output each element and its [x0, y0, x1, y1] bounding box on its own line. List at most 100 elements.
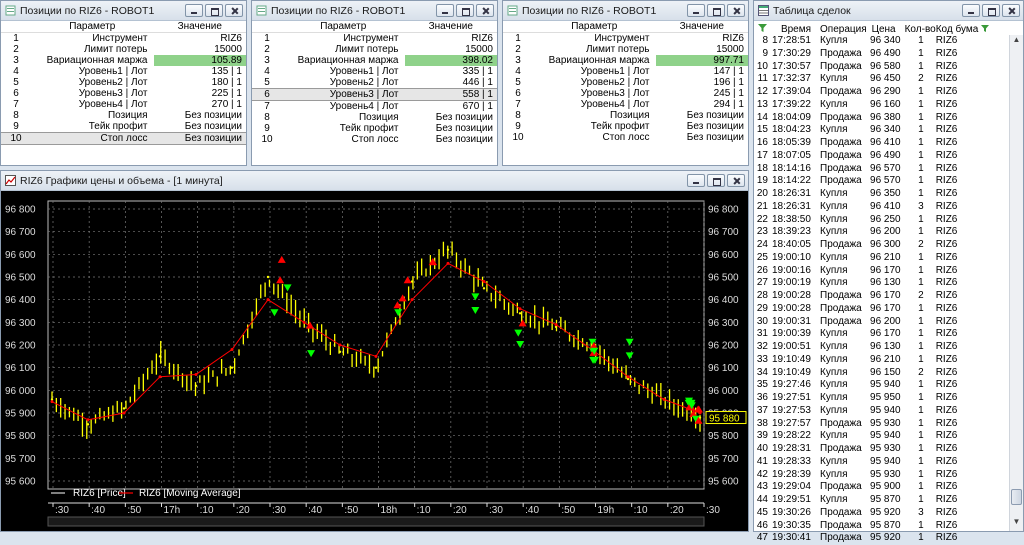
col-time-header[interactable]: Время [780, 23, 812, 35]
col-operation-header[interactable]: Операция [820, 23, 867, 35]
minimize-button[interactable] [687, 174, 705, 187]
filter-icon[interactable] [981, 24, 990, 32]
deal-row[interactable]: 43 19:29:04 Продажа 95 900 1 RIZ6 [754, 481, 1023, 494]
deal-row[interactable]: 26 19:00:16 Купля 96 170 1 RIZ6 [754, 265, 1023, 278]
maximize-button[interactable] [456, 4, 474, 17]
chart-area[interactable]: 96 800 96 800 96 700 96 700 96 600 96 600 96 5… [1, 191, 748, 531]
deals-scrollbar[interactable]: ▲ ▼ [1009, 35, 1023, 531]
close-button[interactable] [1002, 4, 1020, 17]
param-row[interactable]: 5 Уровень2 | Лот 446 | 1 [252, 77, 497, 89]
deal-row[interactable]: 35 19:27:46 Купля 95 940 1 RIZ6 [754, 379, 1023, 392]
deal-row[interactable]: 10 17:30:57 Продажа 96 580 1 RIZ6 [754, 61, 1023, 74]
param-row[interactable]: 4 Уровень1 | Лот 147 | 1 [503, 66, 748, 77]
chart-window-titlebar[interactable]: RIZ6 Графики цены и объема - [1 минута] [1, 171, 748, 191]
deal-row[interactable]: 32 19:00:51 Купля 96 130 1 RIZ6 [754, 341, 1023, 354]
param-row[interactable]: 4 Уровень1 | Лот 335 | 1 [252, 66, 497, 77]
param-row[interactable]: 10 Стоп лосс Без позиции [1, 132, 246, 145]
deal-row[interactable]: 28 19:00:28 Продажа 96 170 2 RIZ6 [754, 290, 1023, 303]
param-row[interactable]: 9 Тейк профит Без позиции [503, 121, 748, 132]
deal-row[interactable]: 9 17:30:29 Продажа 96 490 1 RIZ6 [754, 48, 1023, 61]
deal-row[interactable]: 13 17:39:22 Купля 96 160 1 RIZ6 [754, 99, 1023, 112]
deal-row[interactable]: 38 19:27:57 Продажа 95 930 1 RIZ6 [754, 418, 1023, 431]
deal-row[interactable]: 12 17:39:04 Продажа 96 290 1 RIZ6 [754, 86, 1023, 99]
param-row[interactable]: 9 Тейк профит Без позиции [252, 123, 497, 134]
deal-row[interactable]: 11 17:32:37 Купля 96 450 2 RIZ6 [754, 73, 1023, 86]
deal-row[interactable]: 42 19:28:39 Купля 95 930 1 RIZ6 [754, 469, 1023, 482]
param-row[interactable]: 7 Уровень4 | Лот 270 | 1 [1, 99, 246, 110]
col-code-header[interactable]: Код бума [936, 23, 1023, 35]
deal-row[interactable]: 25 19:00:10 Купля 96 210 1 RIZ6 [754, 252, 1023, 265]
deal-row[interactable]: 21 18:26:31 Купля 96 410 3 RIZ6 [754, 201, 1023, 214]
deal-row[interactable]: 34 19:10:49 Купля 96 150 2 RIZ6 [754, 367, 1023, 380]
close-button[interactable] [225, 4, 243, 17]
deal-row[interactable]: 44 19:29:51 Купля 95 870 1 RIZ6 [754, 494, 1023, 507]
deal-row[interactable]: 24 18:40:05 Продажа 96 300 2 RIZ6 [754, 239, 1023, 252]
col-qty-header[interactable]: Кол-во [904, 23, 936, 35]
param-row[interactable]: 10 Стоп лосс Без позиции [252, 134, 497, 145]
deal-row[interactable]: 45 19:30:26 Продажа 95 920 3 RIZ6 [754, 507, 1023, 520]
maximize-button[interactable] [982, 4, 1000, 17]
param-row[interactable]: 7 Уровень4 | Лот 294 | 1 [503, 99, 748, 110]
maximize-button[interactable] [707, 174, 725, 187]
minimize-button[interactable] [436, 4, 454, 17]
deal-row[interactable]: 37 19:27:53 Купля 95 940 1 RIZ6 [754, 405, 1023, 418]
param-row[interactable]: 3 Вариационная маржа 997.71 [503, 55, 748, 66]
param-row[interactable]: 10 Стоп лосс Без позиции [503, 132, 748, 143]
param-row[interactable]: 3 Вариационная маржа 398.02 [252, 55, 497, 66]
scroll-up-arrow-icon[interactable]: ▲ [1012, 35, 1021, 44]
param-row[interactable]: 4 Уровень1 | Лот 135 | 1 [1, 66, 246, 77]
param-row[interactable]: 3 Вариационная маржа 105.89 [1, 55, 246, 66]
deal-row[interactable]: 18 18:14:16 Продажа 96 570 1 RIZ6 [754, 163, 1023, 176]
param-row[interactable]: 6 Уровень3 | Лот 225 | 1 [1, 88, 246, 99]
deal-row[interactable]: 36 19:27:51 Купля 95 950 1 RIZ6 [754, 392, 1023, 405]
deal-row[interactable]: 15 18:04:23 Купля 96 340 1 RIZ6 [754, 124, 1023, 137]
param-row[interactable]: 9 Тейк профит Без позиции [1, 121, 246, 133]
price-chart[interactable]: 96 800 96 800 96 700 96 700 96 600 96 600 96 5… [1, 191, 748, 531]
param-row[interactable]: 8 Позиция Без позиции [252, 112, 497, 123]
deal-row[interactable]: 30 19:00:31 Продажа 96 200 1 RIZ6 [754, 316, 1023, 329]
close-button[interactable] [727, 4, 745, 17]
param-row[interactable]: 6 Уровень3 | Лот 558 | 1 [252, 88, 497, 101]
maximize-button[interactable] [205, 4, 223, 17]
param-row[interactable]: 8 Позиция Без позиции [503, 110, 748, 121]
deal-row[interactable]: 46 19:30:35 Продажа 95 870 1 RIZ6 [754, 520, 1023, 533]
positions-window-1-titlebar[interactable]: Позиции по RIZ6 - ROBOT1 [1, 1, 246, 21]
param-row[interactable]: 1 Инструмент RIZ6 [1, 33, 246, 45]
param-row[interactable]: 5 Уровень2 | Лот 196 | 1 [503, 77, 748, 88]
maximize-button[interactable] [707, 4, 725, 17]
param-row[interactable]: 5 Уровень2 | Лот 180 | 1 [1, 77, 246, 88]
deal-row[interactable]: 20 18:26:31 Купля 96 350 1 RIZ6 [754, 188, 1023, 201]
deal-row[interactable]: 17 18:07:05 Продажа 96 490 1 RIZ6 [754, 150, 1023, 163]
deal-row[interactable]: 39 19:28:22 Купля 95 940 1 RIZ6 [754, 430, 1023, 443]
deal-row[interactable]: 29 19:00:28 Продажа 96 170 1 RIZ6 [754, 303, 1023, 316]
param-row[interactable]: 2 Лимит потерь 15000 [1, 44, 246, 55]
param-row[interactable]: 2 Лимит потерь 15000 [252, 44, 497, 55]
deal-row[interactable]: 31 19:00:39 Купля 96 170 1 RIZ6 [754, 328, 1023, 341]
deal-row[interactable]: 40 19:28:31 Продажа 95 930 1 RIZ6 [754, 443, 1023, 456]
deal-row[interactable]: 22 18:38:50 Купля 96 250 1 RIZ6 [754, 214, 1023, 227]
deal-row[interactable]: 8 17:28:51 Купля 96 340 1 RIZ6 [754, 35, 1023, 48]
positions-window-2-titlebar[interactable]: Позиции по RIZ6 - ROBOT1 [252, 1, 497, 21]
scroll-thumb[interactable] [1011, 489, 1022, 505]
minimize-button[interactable] [687, 4, 705, 17]
param-row[interactable]: 1 Инструмент RIZ6 [503, 33, 748, 45]
minimize-button[interactable] [962, 4, 980, 17]
deal-row[interactable]: 19 18:14:22 Продажа 96 570 1 RIZ6 [754, 175, 1023, 188]
positions-window-3-titlebar[interactable]: Позиции по RIZ6 - ROBOT1 [503, 1, 748, 21]
deal-row[interactable]: 23 18:39:23 Купля 96 200 1 RIZ6 [754, 226, 1023, 239]
param-row[interactable]: 8 Позиция Без позиции [1, 110, 246, 121]
deal-row[interactable]: 33 19:10:49 Купля 96 210 1 RIZ6 [754, 354, 1023, 367]
time-scrollbar[interactable] [47, 516, 705, 527]
param-row[interactable]: 1 Инструмент RIZ6 [252, 33, 497, 45]
scroll-down-arrow-icon[interactable]: ▼ [1012, 517, 1021, 526]
deal-row[interactable]: 47 19:30:41 Продажа 95 920 1 RIZ6 [754, 532, 1023, 545]
filter-icon[interactable] [754, 23, 772, 35]
param-row[interactable]: 7 Уровень4 | Лот 670 | 1 [252, 101, 497, 113]
deal-row[interactable]: 41 19:28:33 Купля 95 940 1 RIZ6 [754, 456, 1023, 469]
deal-row[interactable]: 16 18:05:39 Продажа 96 410 1 RIZ6 [754, 137, 1023, 150]
col-price-header[interactable]: Цена [871, 23, 896, 35]
deal-row[interactable]: 14 18:04:09 Продажа 96 380 1 RIZ6 [754, 112, 1023, 125]
deals-window-titlebar[interactable]: Таблица сделок [754, 1, 1023, 21]
close-button[interactable] [727, 174, 745, 187]
deal-row[interactable]: 27 19:00:19 Купля 96 130 1 RIZ6 [754, 277, 1023, 290]
